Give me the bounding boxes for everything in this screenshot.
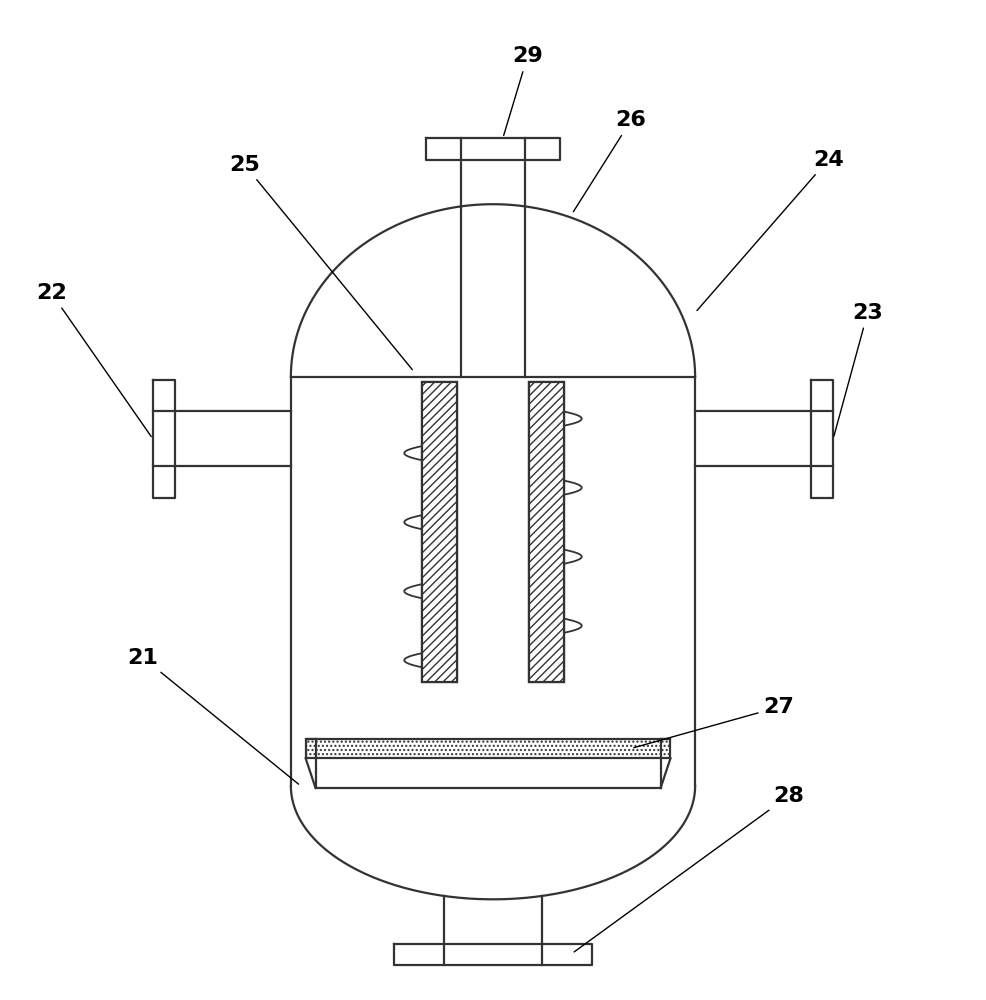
Text: 26: 26 [574, 110, 647, 212]
Text: 24: 24 [697, 150, 844, 311]
Polygon shape [153, 380, 175, 498]
Text: 21: 21 [127, 648, 299, 784]
Text: 25: 25 [229, 155, 412, 370]
Bar [422, 382, 457, 682]
Bar [529, 382, 564, 682]
Polygon shape [175, 411, 291, 466]
Text: 27: 27 [634, 697, 795, 748]
Polygon shape [426, 138, 559, 160]
Polygon shape [444, 896, 542, 944]
Polygon shape [291, 786, 695, 899]
Polygon shape [695, 411, 811, 466]
Polygon shape [291, 204, 695, 377]
Bar [422, 382, 457, 682]
Polygon shape [394, 944, 592, 965]
Polygon shape [811, 380, 833, 498]
Bar [529, 382, 564, 682]
Text: 28: 28 [574, 786, 805, 952]
Text: 29: 29 [504, 46, 543, 135]
Text: 23: 23 [834, 303, 883, 436]
Bar [291, 377, 695, 786]
Bar [422, 382, 564, 682]
Text: 22: 22 [35, 283, 151, 437]
Polygon shape [461, 160, 525, 377]
Bar [306, 739, 670, 758]
